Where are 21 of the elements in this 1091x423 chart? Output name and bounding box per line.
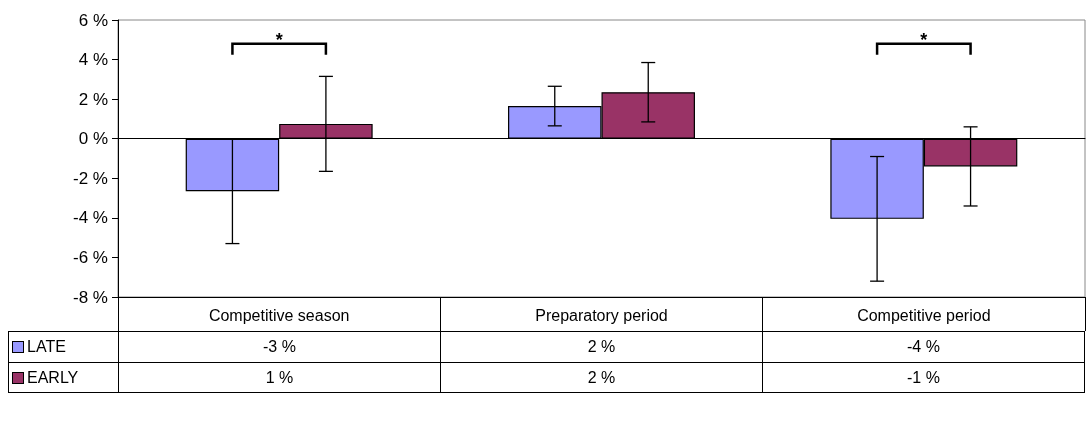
- y-tick-label: 4 %: [78, 50, 108, 70]
- data-label: 2 %: [440, 332, 763, 362]
- data-label: -4 %: [762, 332, 1085, 362]
- x-tick-label: Competitive season: [208, 306, 350, 324]
- y-tick-label: -2 %: [73, 168, 108, 188]
- y-tick-label: 2 %: [78, 89, 108, 109]
- y-tick-label: 0 %: [78, 129, 108, 149]
- y-tick-label: 6 %: [78, 10, 108, 30]
- annotation: *: [275, 29, 283, 50]
- data-label: 2 %: [440, 363, 763, 392]
- y-tick-label: -8 %: [73, 287, 108, 307]
- data-label: -1 %: [762, 363, 1085, 392]
- legend-label: LATE: [27, 338, 66, 356]
- legend-label: EARLY: [27, 368, 79, 387]
- data-label: 1 %: [118, 363, 441, 392]
- y-tick-label: -4 %: [73, 208, 108, 228]
- data-label: -3 %: [118, 332, 441, 362]
- annotation: *: [920, 29, 928, 50]
- x-tick-label: Preparatory period: [535, 306, 668, 324]
- x-tick-label: Competitive period: [857, 306, 991, 324]
- y-tick-label: -6 %: [73, 247, 108, 267]
